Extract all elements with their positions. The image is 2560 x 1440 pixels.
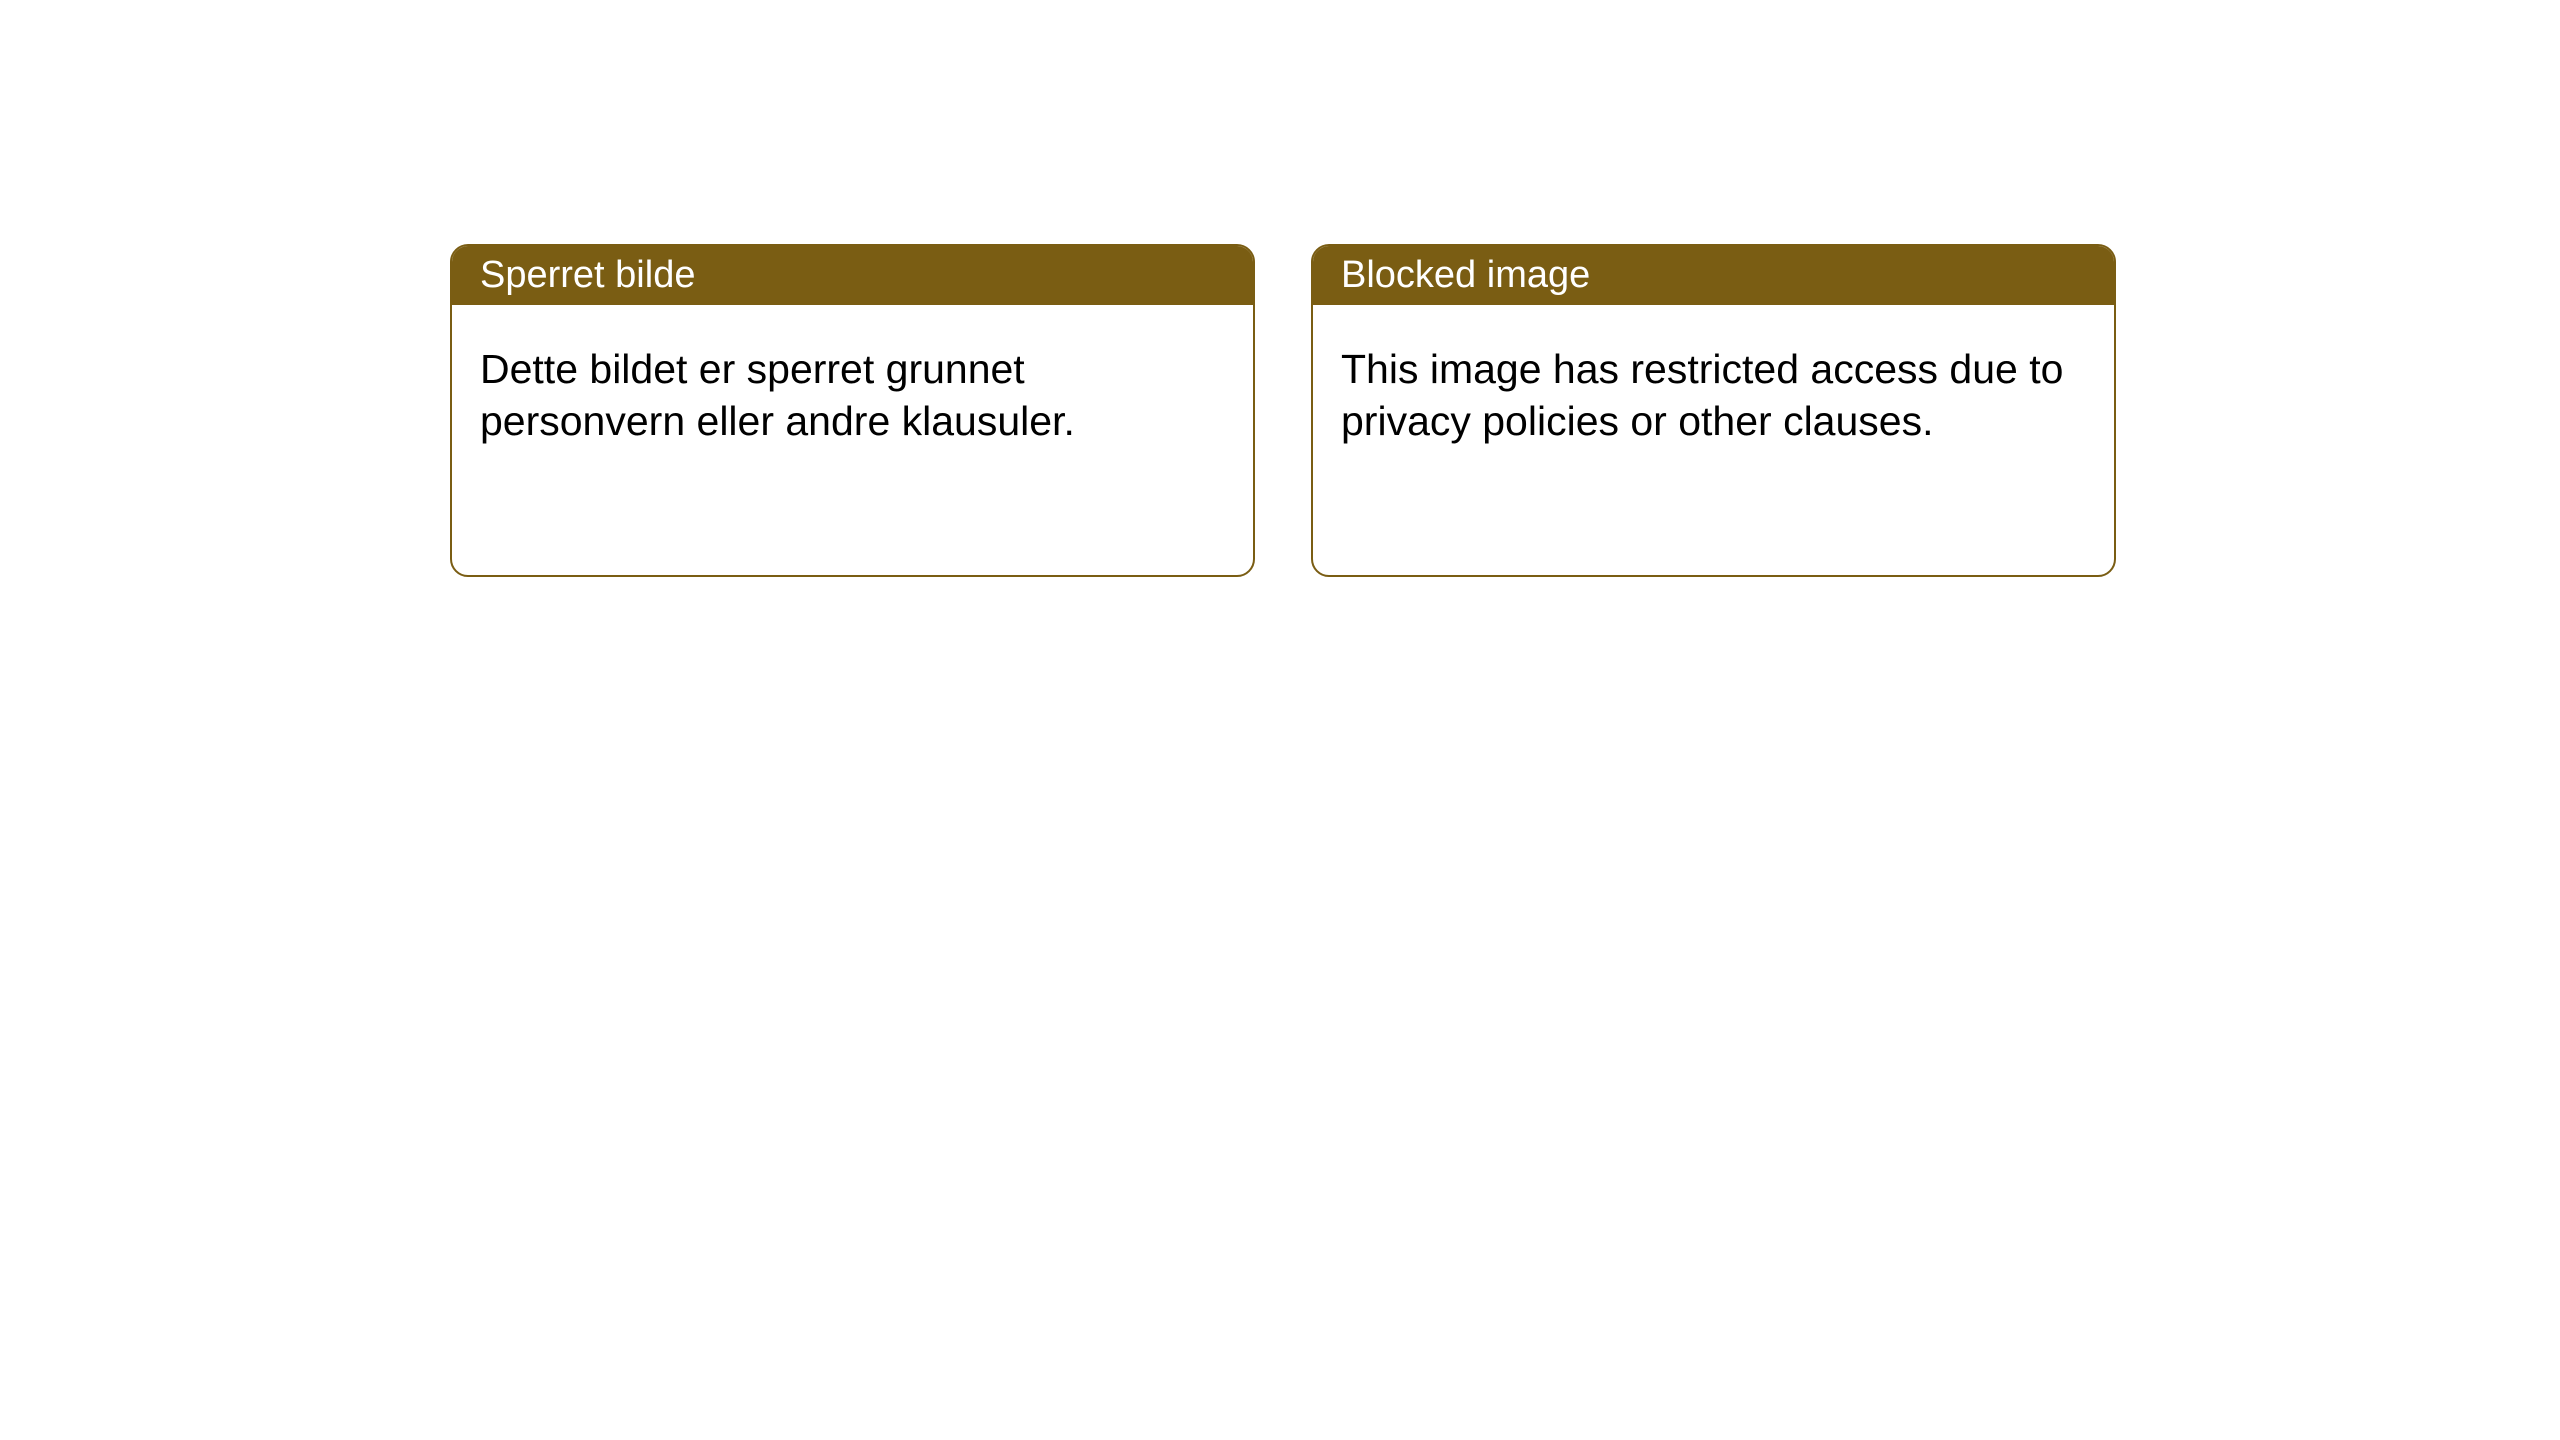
notice-header: Sperret bilde: [452, 246, 1253, 305]
notice-body: Dette bildet er sperret grunnet personve…: [452, 305, 1253, 486]
notice-container: Sperret bilde Dette bildet er sperret gr…: [0, 0, 2560, 577]
notice-card-english: Blocked image This image has restricted …: [1311, 244, 2116, 577]
notice-card-norwegian: Sperret bilde Dette bildet er sperret gr…: [450, 244, 1255, 577]
notice-body: This image has restricted access due to …: [1313, 305, 2114, 486]
notice-header: Blocked image: [1313, 246, 2114, 305]
